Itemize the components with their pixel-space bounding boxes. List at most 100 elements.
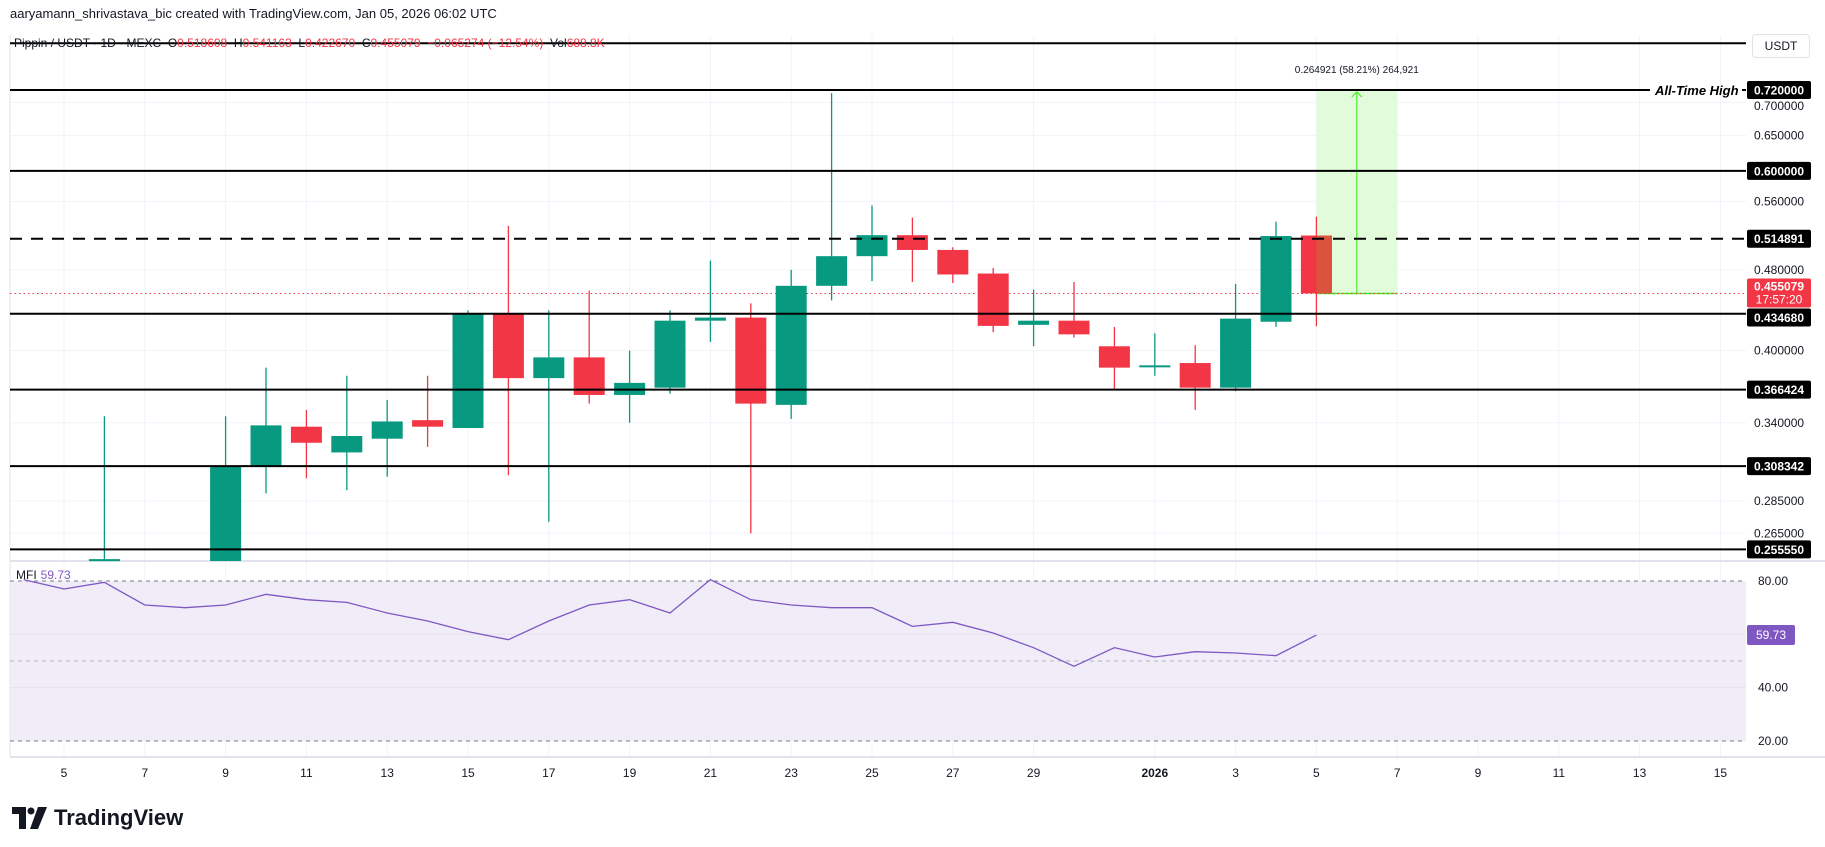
price-level-label: 0.600000 xyxy=(1754,164,1804,178)
time-tick-label: 13 xyxy=(381,766,395,780)
high-value: 0.541163 xyxy=(242,36,292,50)
time-tick-label: 29 xyxy=(1027,766,1041,780)
price-level-label: 0.434680 xyxy=(1754,311,1804,325)
time-tick-label: 5 xyxy=(1313,766,1320,780)
candle xyxy=(1058,282,1090,338)
time-tick-label: 15 xyxy=(461,766,475,780)
candle-body xyxy=(533,357,565,379)
candle xyxy=(250,367,282,494)
price-level-badge xyxy=(1747,308,1811,327)
attribution-text: aaryamann_shrivastava_bic created with T… xyxy=(10,6,497,21)
candle-body xyxy=(1018,320,1050,325)
candle-body xyxy=(775,285,807,405)
price-level-badge xyxy=(1747,81,1811,99)
mfi-line xyxy=(23,578,1317,668)
price-tick-label: 0.700000 xyxy=(1754,99,1804,113)
tradingview-logo-icon xyxy=(12,807,47,829)
candle xyxy=(614,350,646,423)
arrow-up-icon xyxy=(1351,91,1363,98)
close-value: 0.455079 xyxy=(370,36,421,50)
time-tick-label: 11 xyxy=(1553,766,1566,780)
candle-body xyxy=(1139,365,1171,368)
candle xyxy=(694,260,726,342)
price-level-badge xyxy=(1747,380,1811,399)
candle-body xyxy=(1098,346,1130,368)
candle-body xyxy=(1220,318,1252,388)
candle xyxy=(412,375,444,447)
candle xyxy=(1018,289,1050,347)
change-value: −0.065274 (−12.54%) xyxy=(427,36,544,50)
mfi-value-label: 59.73 xyxy=(1756,628,1786,642)
candle xyxy=(654,310,686,394)
time-tick-label: 27 xyxy=(946,766,960,780)
price-tick-label: 0.480000 xyxy=(1754,263,1804,277)
mfi-tick-label: 80.00 xyxy=(1758,574,1788,588)
mfi-legend[interactable]: MFI 59.73 xyxy=(16,568,71,582)
candle xyxy=(88,416,120,562)
open-label: O xyxy=(167,36,178,50)
price-level-label: 0.366424 xyxy=(1754,383,1804,397)
time-tick-label: 3 xyxy=(1232,766,1239,780)
candle-body xyxy=(331,436,363,453)
candle xyxy=(937,247,969,283)
candle-body xyxy=(735,317,767,404)
mfi-tick-label: 40.00 xyxy=(1758,681,1788,695)
candle-overlap-highlight xyxy=(1316,235,1332,294)
time-tick-label: 15 xyxy=(1714,766,1728,780)
candle-body xyxy=(1179,363,1211,388)
brand-name: TradingView xyxy=(54,805,184,830)
price-level-label: 0.720000 xyxy=(1754,84,1804,98)
candle xyxy=(1139,333,1171,376)
close-label: C xyxy=(361,36,371,50)
candle-body xyxy=(977,273,1009,326)
time-tick-label: 7 xyxy=(141,766,148,780)
low-label: L xyxy=(298,36,306,50)
time-tick-label: 23 xyxy=(785,766,799,780)
time-tick-label: 25 xyxy=(865,766,879,780)
tradingview-logo: TradingView xyxy=(12,805,183,831)
candle-body xyxy=(452,313,484,429)
candle xyxy=(331,375,363,491)
candle xyxy=(735,303,767,534)
candle xyxy=(977,267,1009,333)
candle xyxy=(210,416,242,561)
volume-value: 688.8K xyxy=(566,36,605,50)
last-price-label: 0.455079 xyxy=(1754,279,1804,293)
price-tick-label: 0.340000 xyxy=(1754,416,1804,430)
price-level-badge xyxy=(1747,161,1811,180)
bar-countdown-label: 17:57:20 xyxy=(1756,292,1803,306)
mfi-value-badge xyxy=(1747,625,1795,646)
price-level-badge xyxy=(1747,540,1811,559)
candle-body xyxy=(654,320,686,388)
candle-body xyxy=(694,317,726,321)
candle xyxy=(452,310,484,429)
symbol-name[interactable]: Pippin / USDT · 1D · MEXC xyxy=(14,36,162,50)
time-tick-label: 13 xyxy=(1633,766,1647,780)
candle-body xyxy=(1260,236,1292,322)
candle xyxy=(1260,221,1292,327)
symbol-legend: Pippin / USDT · 1D · MEXC O0.518608 H0.5… xyxy=(14,36,605,50)
candle xyxy=(492,225,524,476)
price-tick-label: 0.400000 xyxy=(1754,344,1804,358)
candle xyxy=(533,310,565,522)
time-tick-label: 7 xyxy=(1394,766,1401,780)
last-price-badge xyxy=(1747,278,1811,308)
level-annotation: All-Time High xyxy=(1654,83,1739,98)
candle-body xyxy=(896,235,928,250)
low-value: 0.422670 xyxy=(305,36,356,50)
candle xyxy=(573,290,605,404)
currency-button[interactable]: USDT xyxy=(1752,34,1810,58)
time-tick-label: 17 xyxy=(542,766,556,780)
price-level-label: 0.514891 xyxy=(1754,232,1804,246)
candle xyxy=(775,269,807,419)
candle xyxy=(1098,326,1130,389)
candle xyxy=(896,217,928,283)
high-label: H xyxy=(233,36,243,50)
mfi-title: MFI xyxy=(16,568,37,582)
time-tick-label: 9 xyxy=(222,766,229,780)
price-tick-label: 0.650000 xyxy=(1754,128,1804,142)
time-tick-label: 2026 xyxy=(1141,766,1168,780)
candle-body xyxy=(210,466,242,561)
mfi-tick-label: 20.00 xyxy=(1758,734,1788,748)
